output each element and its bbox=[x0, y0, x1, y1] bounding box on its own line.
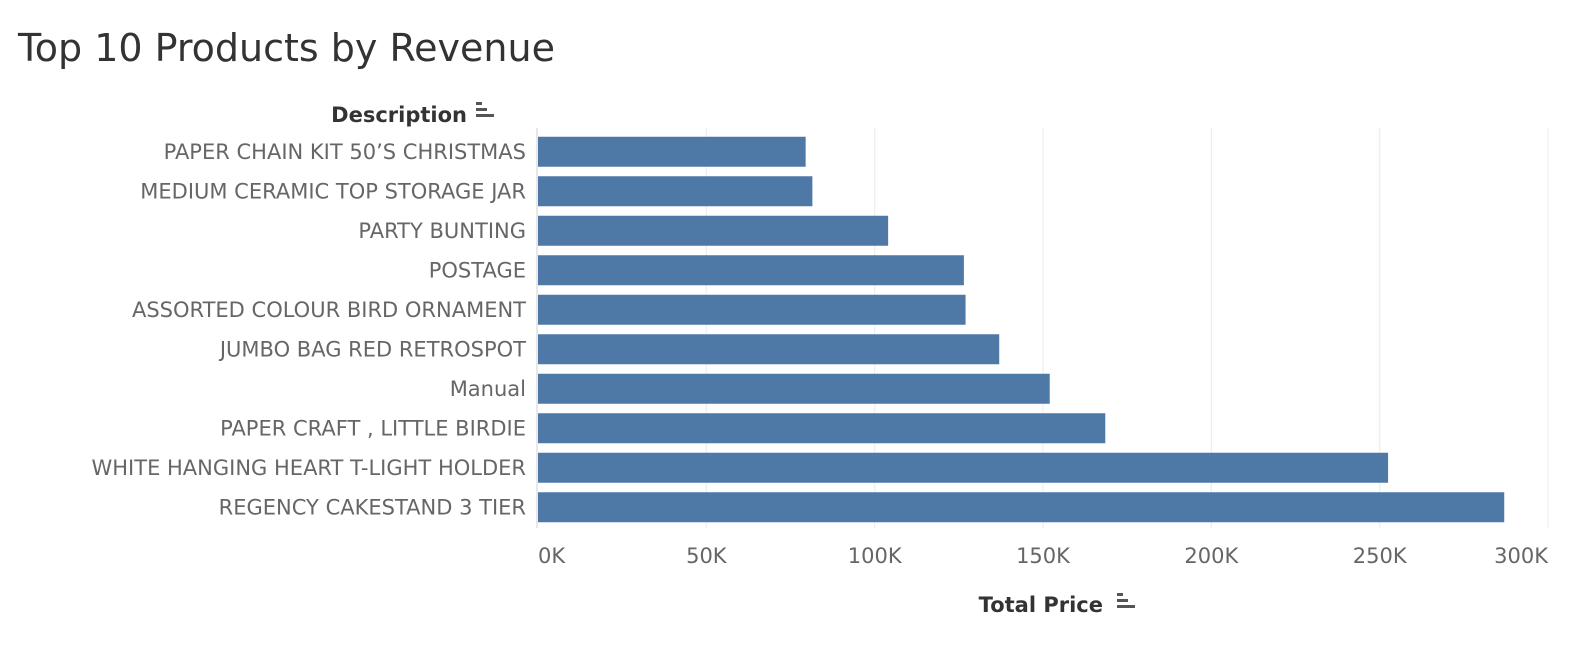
category-label: ASSORTED COLOUR BIRD ORNAMENT bbox=[132, 298, 526, 322]
chart-title: Top 10 Products by Revenue bbox=[17, 26, 555, 70]
bar[interactable] bbox=[538, 294, 966, 325]
x-tick-label: 0K bbox=[538, 544, 566, 568]
bar[interactable] bbox=[538, 215, 889, 246]
bar[interactable] bbox=[538, 373, 1050, 404]
x-tick-label: 100K bbox=[848, 544, 903, 568]
category-label: REGENCY CAKESTAND 3 TIER bbox=[219, 495, 526, 519]
x-axis-ticks: 0K 50K 100K 150K 200K 250K 300K bbox=[538, 544, 1549, 568]
x-tick-label: 250K bbox=[1353, 544, 1408, 568]
bar[interactable] bbox=[538, 413, 1106, 444]
bar[interactable] bbox=[538, 492, 1505, 523]
sort-descending-icon[interactable] bbox=[476, 102, 494, 117]
category-label: MEDIUM CERAMIC TOP STORAGE JAR bbox=[140, 179, 526, 203]
bar[interactable] bbox=[538, 452, 1389, 483]
category-label: JUMBO BAG RED RETROSPOT bbox=[218, 337, 526, 361]
bar[interactable] bbox=[538, 255, 964, 286]
sort-descending-icon[interactable] bbox=[1117, 593, 1135, 608]
category-label: POSTAGE bbox=[429, 258, 526, 282]
x-tick-label: 200K bbox=[1184, 544, 1239, 568]
bars-group bbox=[538, 136, 1505, 523]
gridlines bbox=[536, 128, 1549, 528]
x-tick-label: 150K bbox=[1016, 544, 1071, 568]
x-tick-label: 300K bbox=[1494, 544, 1549, 568]
category-label: PARTY BUNTING bbox=[358, 219, 526, 243]
bar[interactable] bbox=[538, 176, 813, 207]
category-labels: PAPER CHAIN KIT 50’S CHRISTMAS MEDIUM CER… bbox=[92, 140, 527, 520]
category-label: Manual bbox=[450, 377, 526, 401]
category-label: PAPER CRAFT , LITTLE BIRDIE bbox=[220, 416, 526, 440]
bar[interactable] bbox=[538, 334, 1000, 365]
y-axis-header[interactable]: Description bbox=[331, 103, 467, 127]
category-label: WHITE HANGING HEART T-LIGHT HOLDER bbox=[92, 456, 527, 480]
x-axis-title[interactable]: Total Price bbox=[979, 593, 1103, 617]
bar[interactable] bbox=[538, 136, 806, 167]
category-label: PAPER CHAIN KIT 50’S CHRISTMAS bbox=[164, 140, 526, 164]
x-tick-label: 50K bbox=[686, 544, 728, 568]
